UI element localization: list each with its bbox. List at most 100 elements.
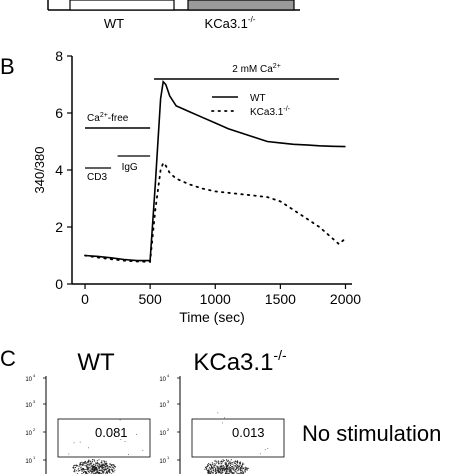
flow-event [231,466,233,467]
panel-a-category-kca31: KCa3.1-/- [205,15,256,31]
flow-event [267,448,269,449]
flow-event [237,461,239,463]
flow-event [226,472,228,474]
flow-event [232,468,234,470]
flow-event [230,465,231,466]
flow-event [108,468,110,470]
flow-event [106,465,108,466]
flow-event [113,467,115,469]
flow-event [94,467,96,469]
flow-event [211,462,213,464]
flow-event [98,467,100,469]
flow-event [240,467,242,469]
flow-y-tick-label: 10 [25,459,32,465]
flow-event [93,469,95,470]
flow-event [84,464,86,466]
flow-event [225,469,227,471]
flow-event [107,468,109,470]
flow-event [94,469,96,471]
y-tick-label: 8 [55,48,63,64]
flow-event [228,461,230,463]
flow-event [246,469,248,471]
flow-event [208,469,210,471]
flow-event [225,463,227,465]
flow-y-tick-label: 10 [25,431,32,437]
flow-event [220,470,222,472]
flow-event [84,462,86,464]
flow-event [107,467,109,469]
flow-event [92,467,93,469]
flow-event [86,467,88,469]
flow-event [86,469,88,471]
flow-event [101,469,103,471]
flow-event [73,469,75,471]
flow-event [246,468,248,470]
flow-event [98,463,100,465]
flow-event [89,463,91,465]
flow-event [230,467,232,469]
flow-y-tick-label: 10 [159,431,166,437]
flow-event [75,465,77,467]
flow-event [209,472,211,474]
flow-event [97,471,99,473]
flow-y-tick-label: 10 [25,403,32,409]
flow-event [97,467,99,469]
flow-event [85,466,87,468]
flow-event [225,461,227,463]
flow-event [103,464,105,466]
ca-2mM-label: 2 mM Ca2+ [232,63,281,75]
flow-event [80,464,81,466]
flow-event [233,469,235,471]
y-tick-label: 6 [55,105,63,121]
x-tick-label: 2000 [330,291,361,307]
flow-event [77,465,79,467]
flow-event [231,462,233,464]
flow-event [225,469,227,471]
flow-event [113,471,115,473]
flow-event [208,472,210,474]
flow-event [92,461,94,462]
flow-event [211,468,213,470]
flow-event [208,468,210,470]
flow-event [212,469,214,471]
flow-event [101,462,102,464]
flow-event [229,470,231,472]
flow-event [218,469,220,471]
flow-event [243,472,245,474]
flow-wt-gate [57,418,151,458]
flow-event [218,472,220,474]
flow-event [82,464,84,466]
flow-event [81,470,83,472]
flow-event [89,470,91,472]
flow-event [230,471,232,473]
y-ticks: 0 2 4 6 8 [55,48,72,292]
flow-event [235,462,237,464]
flow-event [100,470,102,472]
flow-event [208,463,209,465]
flow-event [96,471,98,473]
flow-event [85,468,87,470]
flow-event [235,460,237,462]
flow-event [82,462,84,464]
flow-event [91,465,93,467]
flow-event [212,463,214,465]
flow-event [79,464,80,466]
flow-event [114,469,116,471]
flow-event [96,462,98,464]
flow-event [227,469,229,471]
flow-event [102,465,104,467]
flow-event [241,464,243,466]
flow-event [227,471,229,473]
flow-event [220,469,222,471]
flow-event [220,463,222,465]
flow-event [93,471,95,473]
flow-event [213,466,215,468]
flow-event [218,463,220,465]
flow-event [210,470,212,472]
flow-event [230,463,232,465]
flow-event [142,449,144,451]
flow-event [102,470,104,472]
flow-event [80,463,82,465]
